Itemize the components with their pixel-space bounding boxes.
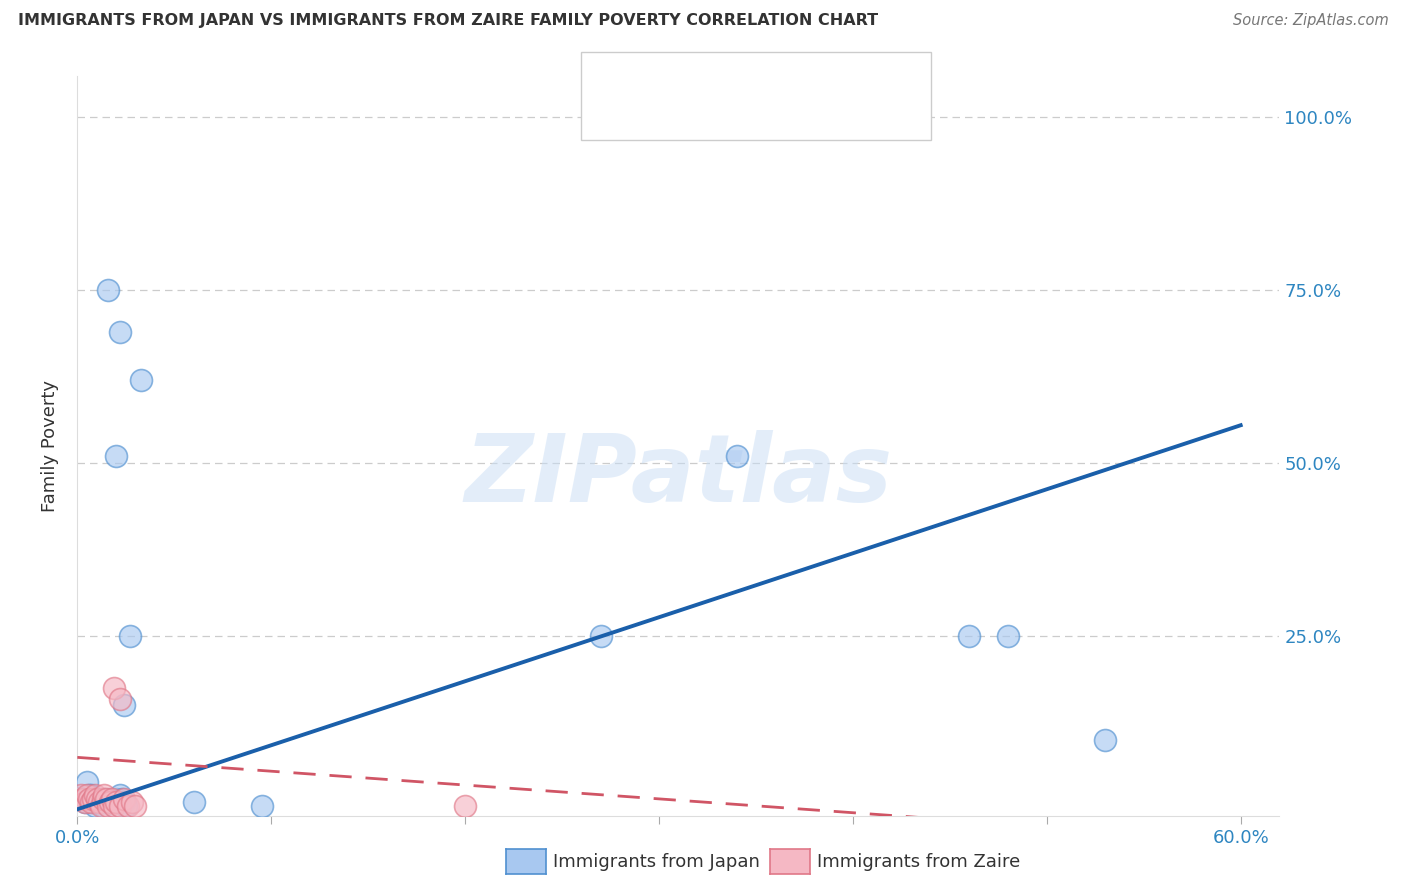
Point — [97, 283, 120, 297]
Point — [183, 795, 205, 809]
Point — [957, 629, 980, 643]
Point — [112, 795, 135, 809]
Point — [98, 792, 121, 806]
Point — [76, 789, 98, 803]
Point — [96, 795, 118, 809]
Text: Immigrants from Zaire: Immigrants from Zaire — [817, 853, 1021, 871]
Point — [105, 795, 128, 809]
Point — [112, 698, 135, 713]
Text: R = -0.258   N = 27: R = -0.258 N = 27 — [643, 103, 856, 123]
Point — [80, 795, 103, 809]
Point — [101, 792, 124, 806]
Point — [103, 798, 125, 813]
Point — [82, 795, 104, 809]
Point — [70, 789, 93, 803]
Point — [101, 795, 124, 809]
Point — [108, 691, 131, 706]
Point — [80, 789, 103, 803]
Point — [105, 450, 128, 464]
Point — [124, 798, 146, 813]
Point — [454, 798, 477, 813]
Point — [86, 792, 108, 806]
Point — [107, 795, 129, 809]
Point — [108, 325, 131, 339]
Point — [131, 373, 153, 387]
Point — [93, 789, 115, 803]
Point — [76, 774, 98, 789]
Point — [108, 789, 131, 803]
Point — [96, 792, 118, 806]
Text: IMMIGRANTS FROM JAPAN VS IMMIGRANTS FROM ZAIRE FAMILY POVERTY CORRELATION CHART: IMMIGRANTS FROM JAPAN VS IMMIGRANTS FROM… — [18, 13, 879, 29]
Point — [112, 792, 135, 806]
Point — [114, 798, 136, 813]
Point — [82, 792, 104, 806]
Point — [105, 792, 128, 806]
Point — [117, 798, 139, 813]
Point — [77, 792, 100, 806]
Text: Source: ZipAtlas.com: Source: ZipAtlas.com — [1233, 13, 1389, 29]
Point — [87, 795, 110, 809]
Point — [121, 795, 143, 809]
Text: Immigrants from Japan: Immigrants from Japan — [553, 853, 759, 871]
Point — [77, 789, 100, 803]
Point — [108, 798, 131, 813]
Point — [87, 792, 110, 806]
Text: ZIPatlas: ZIPatlas — [464, 430, 893, 522]
Point — [118, 629, 141, 643]
Point — [997, 629, 1019, 643]
Point — [75, 795, 97, 809]
Point — [90, 798, 112, 813]
Point — [75, 795, 97, 809]
Point — [1094, 733, 1116, 747]
Point — [589, 629, 612, 643]
Point — [103, 798, 125, 813]
Text: R =  0.429   N = 41: R = 0.429 N = 41 — [643, 67, 856, 87]
Point — [103, 681, 125, 695]
Point — [97, 798, 120, 813]
Point — [91, 798, 114, 813]
Point — [725, 450, 748, 464]
Point — [72, 792, 94, 806]
Point — [250, 798, 273, 813]
Point — [72, 792, 94, 806]
Point — [83, 798, 105, 813]
Point — [83, 789, 105, 803]
Point — [98, 795, 121, 809]
Point — [93, 792, 115, 806]
Point — [91, 792, 114, 806]
Y-axis label: Family Poverty: Family Poverty — [41, 380, 59, 512]
Point — [111, 792, 134, 806]
Point — [86, 795, 108, 809]
Point — [90, 795, 112, 809]
